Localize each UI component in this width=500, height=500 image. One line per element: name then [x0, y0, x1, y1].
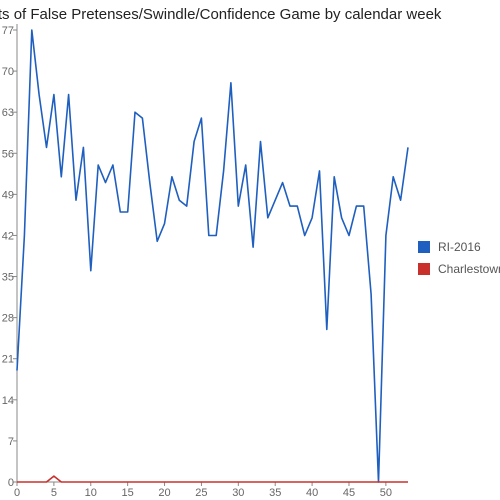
x-tick-label: 30 [232, 487, 244, 499]
x-tick-label: 45 [343, 487, 355, 499]
legend-item-charlestown[interactable]: Charlestown [418, 260, 500, 278]
y-tick-label: 70 [2, 66, 14, 78]
legend-label-ri-2016: RI-2016 [438, 240, 481, 254]
chart-title: Counts of False Pretenses/Swindle/Confid… [0, 6, 442, 23]
x-tick-label: 5 [51, 487, 57, 499]
x-tick-label: 50 [380, 487, 392, 499]
series-line-0 [16, 29, 409, 483]
y-tick-label: 28 [2, 313, 14, 325]
x-tick-label: 20 [158, 487, 170, 499]
y-tick-label: 21 [2, 354, 14, 366]
series-layer [16, 29, 409, 483]
x-tick-label: 15 [122, 487, 134, 499]
x-tick-label: 0 [14, 487, 20, 499]
y-tick-label: 63 [2, 107, 14, 119]
x-tick-label: 35 [269, 487, 281, 499]
legend: RI-2016 Charlestown [418, 238, 500, 282]
tick-labels: 0 7 14 21 28 35 42 49 56 63 70 77 0 5 10 15 20 25 30 35 40 45… [2, 25, 392, 499]
y-tick-label: 56 [2, 148, 14, 160]
y-tick-label: 0 [8, 477, 14, 489]
x-tick-label: 10 [85, 487, 97, 499]
axes [13, 24, 408, 486]
y-tick-label: 77 [2, 25, 14, 37]
y-tick-label: 14 [2, 395, 14, 407]
series-line-1 [17, 475, 408, 483]
legend-swatch-ri-2016 [418, 241, 430, 253]
y-tick-label: 7 [8, 436, 14, 448]
y-tick-label: 42 [2, 230, 14, 242]
y-tick-label: 49 [2, 189, 14, 201]
y-tick-label: 35 [2, 272, 14, 284]
legend-swatch-charlestown [418, 263, 430, 275]
x-tick-label: 25 [195, 487, 207, 499]
x-tick-label: 40 [306, 487, 318, 499]
legend-item-ri-2016[interactable]: RI-2016 [418, 238, 500, 256]
legend-label-charlestown: Charlestown [438, 262, 500, 276]
